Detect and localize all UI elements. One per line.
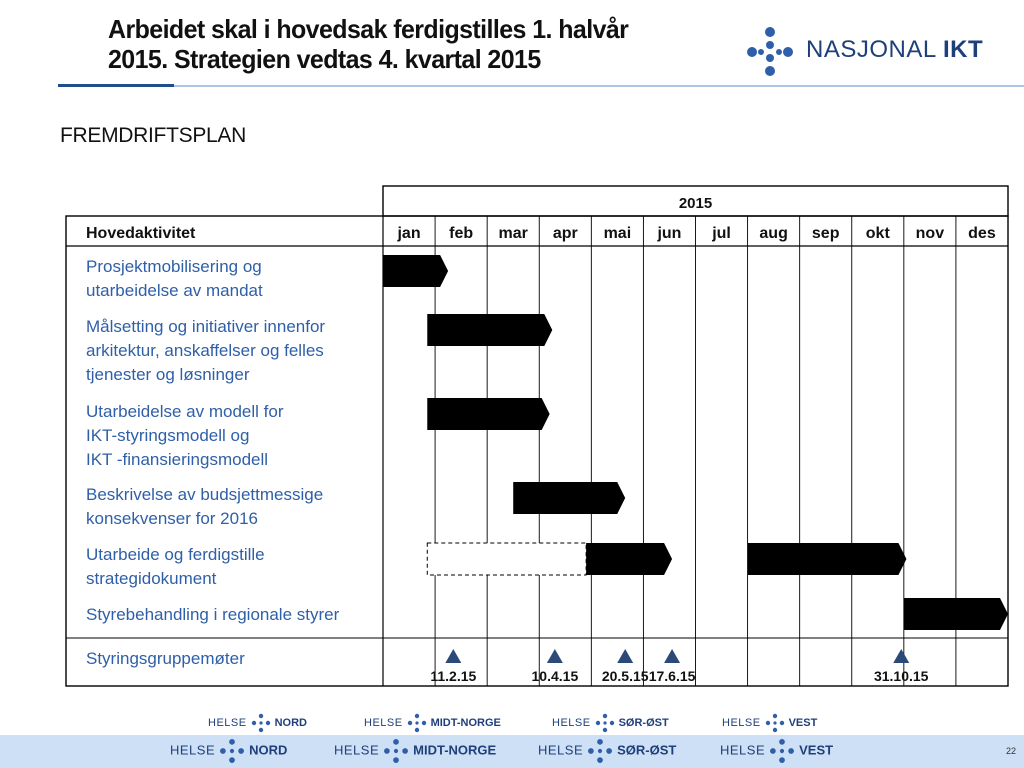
cross-dots-icon xyxy=(220,739,245,763)
cross-dots-icon xyxy=(407,713,426,733)
footer-logo-prefix: HELSE xyxy=(720,742,766,758)
activity-label: IKT-styringsmodell og xyxy=(86,426,249,445)
month-label: apr xyxy=(553,225,578,242)
month-label: feb xyxy=(449,225,473,242)
footer-logo-large: HELSE VEST xyxy=(720,738,833,764)
activity-bar xyxy=(903,598,1008,630)
meeting-marker-icon xyxy=(445,649,462,663)
activity-bar xyxy=(586,543,673,575)
cross-dots-icon xyxy=(747,27,793,76)
footer-logo-small: HELSE VEST xyxy=(722,713,817,733)
meeting-marker-icon xyxy=(546,649,563,663)
activity-bar xyxy=(747,543,907,575)
activity-header: Hovedaktivitet xyxy=(86,225,196,242)
logo-brand-bold: IKT xyxy=(942,36,984,63)
activity-label: Styringsgruppemøter xyxy=(86,649,245,668)
footer-logo-region: SØR-ØST xyxy=(617,742,677,758)
cross-dots-icon xyxy=(595,713,614,733)
footer-logo-small: HELSE MIDT-NORGE xyxy=(364,713,501,733)
month-label: sep xyxy=(812,225,840,242)
month-label: nov xyxy=(916,225,945,242)
activity-label: Prosjektmobilisering og xyxy=(86,257,262,276)
month-label: des xyxy=(968,225,996,242)
activity-bar xyxy=(383,255,449,287)
activity-label: utarbeidelse av mandat xyxy=(86,281,263,300)
slide-title: Arbeidet skal i hovedsak ferdigstilles 1… xyxy=(108,14,748,74)
meeting-date-label: 10.4.15 xyxy=(532,668,579,684)
planned-bar-outline xyxy=(426,542,587,576)
activity-label: Utarbeidelse av modell for xyxy=(86,402,284,421)
cross-dots-icon xyxy=(384,739,409,763)
month-label: jan xyxy=(396,225,420,242)
footer-band xyxy=(0,735,1024,768)
logo-brand-light: NASJONAL xyxy=(806,36,936,63)
section-title: FREMDRIFTSPLAN xyxy=(60,124,246,147)
month-label: mai xyxy=(604,225,632,242)
activity-label: Beskrivelse av budsjettmessige xyxy=(86,485,323,504)
footer-logo-large: HELSE NORD xyxy=(170,738,287,764)
activity-label: Målsetting og initiativer innenfor xyxy=(86,317,325,336)
footer-logo-large: HELSE SØR-ØST xyxy=(538,738,676,764)
footer-logo-region: NORD xyxy=(274,716,307,729)
footer-logo-prefix: HELSE xyxy=(364,716,403,729)
footer-logo-prefix: HELSE xyxy=(334,742,380,758)
activity-label: Styrebehandling i regionale styrer xyxy=(86,605,340,624)
nasjonal-ikt-logo: NASJONAL IKT xyxy=(744,26,1014,78)
footer-logo-region: VEST xyxy=(788,716,818,729)
footer-logo-prefix: HELSE xyxy=(170,742,216,758)
footer-logo-region: NORD xyxy=(249,742,288,758)
footer-logo-prefix: HELSE xyxy=(538,742,584,758)
activity-label: arkitektur, anskaffelser og felles xyxy=(86,341,324,360)
activity-label: Utarbeide og ferdigstille xyxy=(86,545,265,564)
header-divider xyxy=(58,85,1024,87)
footer-logo-small: HELSE SØR-ØST xyxy=(552,713,669,733)
activity-label: tjenester og løsninger xyxy=(86,365,250,384)
activity-label: konsekvenser for 2016 xyxy=(86,509,258,528)
footer-logo-region: SØR-ØST xyxy=(618,716,669,729)
activity-bar xyxy=(427,398,550,430)
cross-dots-icon xyxy=(770,739,795,763)
cross-dots-icon xyxy=(588,739,613,763)
page-number: 22 xyxy=(1005,746,1016,756)
footer-logo-large: HELSE MIDT-NORGE xyxy=(334,738,496,764)
month-label: mar xyxy=(499,225,528,242)
title-line-2: 2015. Strategien vedtas 4. kvartal 2015 xyxy=(108,44,541,74)
logo-wordmark: NASJONAL IKT xyxy=(806,36,983,64)
footer-logo-region: MIDT-NORGE xyxy=(413,742,497,758)
meeting-date-label: 31.10.15 xyxy=(874,668,929,684)
activity-label: strategidokument xyxy=(86,569,217,588)
footer-logo-small: HELSE NORD xyxy=(208,713,307,733)
footer-logo-region: MIDT-NORGE xyxy=(430,716,501,729)
meeting-date-label: 17.6.15 xyxy=(649,668,696,684)
footer-logo-prefix: HELSE xyxy=(552,716,591,729)
meeting-date-label: 11.2.15 xyxy=(430,668,476,684)
month-label: jul xyxy=(711,225,731,242)
year-label: 2015 xyxy=(679,195,712,212)
meeting-marker-icon xyxy=(617,649,634,663)
cross-dots-icon xyxy=(765,713,784,733)
footer-logo-prefix: HELSE xyxy=(722,716,761,729)
footer-logo-prefix: HELSE xyxy=(208,716,247,729)
meeting-marker-icon xyxy=(664,649,681,663)
month-label: jun xyxy=(656,225,681,242)
title-line-1: Arbeidet skal i hovedsak ferdigstilles 1… xyxy=(108,14,629,44)
cross-dots-icon xyxy=(251,713,270,733)
meeting-marker-icon xyxy=(893,649,910,663)
activity-bar xyxy=(513,482,626,514)
month-label: okt xyxy=(866,225,891,242)
meeting-date-label: 20.5.15 xyxy=(602,668,649,684)
activity-bar xyxy=(427,314,553,346)
month-label: aug xyxy=(759,225,787,242)
footer-logo-region: VEST xyxy=(799,742,834,758)
header-divider-accent xyxy=(58,84,174,87)
activity-label: IKT -finansieringsmodell xyxy=(86,450,268,469)
